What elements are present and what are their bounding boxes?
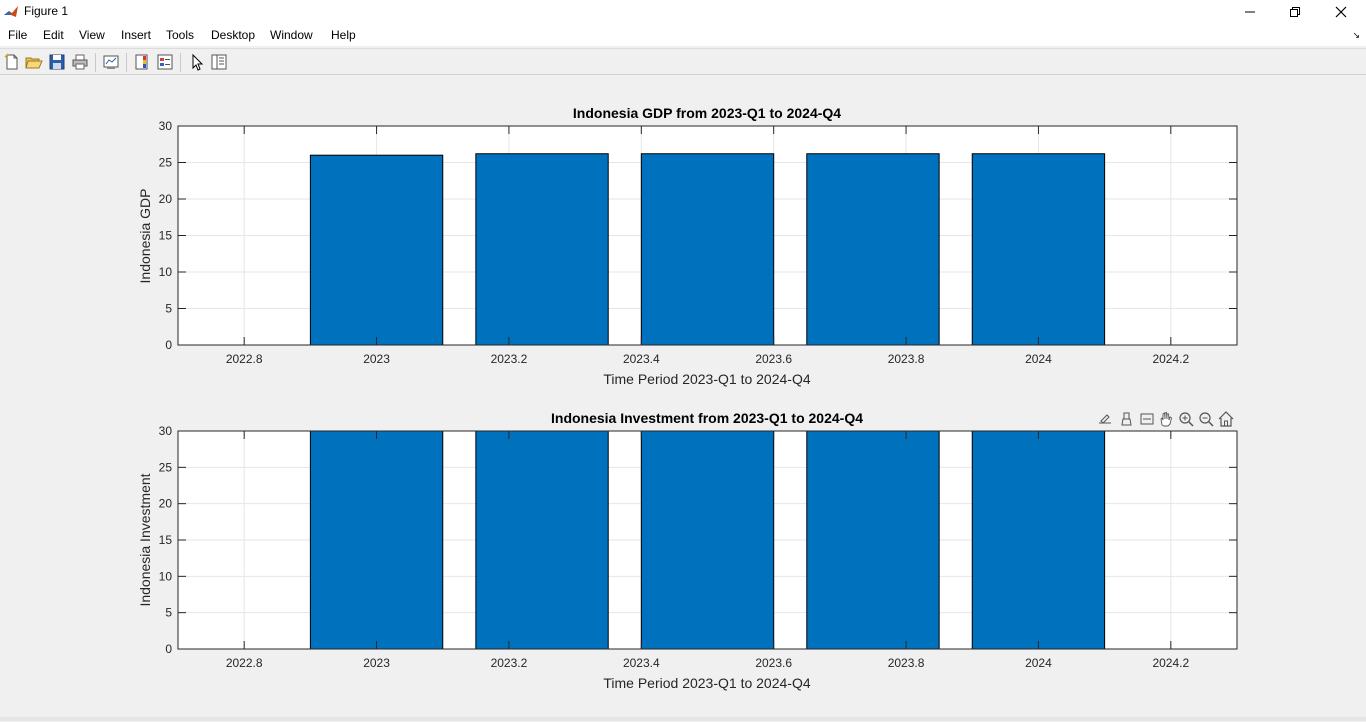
home-icon[interactable] <box>1218 411 1234 427</box>
insert-colorbar-icon[interactable] <box>133 53 151 71</box>
pan-icon[interactable] <box>1160 411 1173 427</box>
zoom-out-icon[interactable] <box>1199 412 1214 427</box>
x-tick-label: 2023 <box>363 352 390 366</box>
minimize-button[interactable] <box>1227 0 1273 24</box>
y-tick-label: 0 <box>165 642 172 656</box>
matlab-logo-icon <box>3 4 19 20</box>
y-tick-label: 5 <box>165 606 172 620</box>
insert-legend-icon[interactable] <box>156 53 174 71</box>
x-tick-label: 2024.2 <box>1152 352 1189 366</box>
save-icon[interactable] <box>48 53 66 71</box>
figure-svg: Indonesia GDP from 2023-Q1 to 2024-Q4 20… <box>137 105 1238 691</box>
x-axis-label-gdp: Time Period 2023-Q1 to 2024-Q4 <box>603 371 810 387</box>
datatip-icon[interactable] <box>1140 413 1154 425</box>
axes-investment[interactable]: Indonesia Investment from 2023-Q1 to 202… <box>137 410 1238 691</box>
menu-view[interactable]: View <box>79 28 105 42</box>
figure-toolbar <box>0 48 1366 75</box>
bars-gdp <box>309 153 1106 346</box>
bar <box>971 153 1106 346</box>
bar <box>806 430 940 650</box>
menu-edit[interactable]: Edit <box>43 28 64 42</box>
restore-button[interactable] <box>1272 0 1318 24</box>
y-tick-label: 25 <box>159 460 173 474</box>
y-tick-label: 15 <box>159 533 173 547</box>
x-tick-label: 2024.2 <box>1152 656 1189 670</box>
y-tick-label: 30 <box>159 424 173 438</box>
axes-toolbar <box>1099 411 1234 427</box>
x-tick-label: 2023.4 <box>623 352 660 366</box>
bar <box>309 154 444 346</box>
restore-icon <box>1290 7 1300 17</box>
toolbar-separator <box>180 53 181 72</box>
minimize-icon <box>1245 11 1255 13</box>
menu-bar: File Edit View Insert Tools Desktop Wind… <box>0 24 1366 46</box>
x-tick-label: 2023.8 <box>888 352 925 366</box>
y-axis-label-gdp: Indonesia GDP <box>137 189 153 284</box>
y-tick-label: 20 <box>159 192 173 206</box>
ticks-investment: 2022.8 2023 2023.2 2023.4 2023.6 2023.8 2024 20… <box>159 424 1237 670</box>
bar <box>309 430 444 650</box>
menu-help[interactable]: Help <box>331 28 356 42</box>
y-tick-label: 5 <box>165 302 172 316</box>
toolbar-separator <box>126 53 127 72</box>
new-figure-icon[interactable] <box>3 53 21 71</box>
menu-file[interactable]: File <box>8 28 28 42</box>
chart-title-investment: Indonesia Investment from 2023-Q1 to 202… <box>551 410 863 426</box>
export-icon[interactable] <box>1099 414 1111 424</box>
bar <box>475 153 609 346</box>
x-tick-label: 2023.8 <box>888 656 925 670</box>
x-tick-label: 2023.6 <box>755 352 792 366</box>
bar <box>475 430 609 650</box>
x-tick-label: 2023 <box>363 656 390 670</box>
bar <box>971 430 1106 650</box>
x-tick-label: 2023.2 <box>491 656 528 670</box>
y-tick-label: 20 <box>159 497 173 511</box>
x-tick-label: 2023.2 <box>491 352 528 366</box>
menu-desktop[interactable]: Desktop <box>211 28 256 42</box>
menu-overflow-arrow-icon[interactable]: ↘ <box>1352 30 1360 40</box>
y-tick-label: 15 <box>159 229 173 243</box>
y-tick-label: 10 <box>159 569 173 583</box>
x-tick-label: 2023.4 <box>623 656 660 670</box>
y-axis-label-investment: Indonesia Investment <box>137 473 153 606</box>
y-tick-label: 25 <box>159 156 173 170</box>
toolbar-separator <box>95 53 96 72</box>
menu-tools[interactable]: Tools <box>166 28 195 42</box>
bars-investment <box>309 430 1106 650</box>
menu-insert[interactable]: Insert <box>121 28 152 42</box>
x-axis-label-investment: Time Period 2023-Q1 to 2024-Q4 <box>603 675 810 691</box>
property-inspector-icon[interactable] <box>210 53 228 71</box>
x-tick-label: 2024 <box>1025 656 1052 670</box>
link-plot-icon[interactable] <box>102 53 120 71</box>
y-tick-label: 10 <box>159 265 173 279</box>
brush-icon[interactable] <box>1121 412 1132 426</box>
open-file-icon[interactable] <box>25 53 43 71</box>
window-title-bar: Figure 1 <box>0 0 1366 24</box>
ticks-gdp: 2022.8 2023 2023.2 2023.4 2023.6 2023.8 2024 20… <box>159 119 1237 366</box>
bar <box>640 430 775 650</box>
y-tick-label: 0 <box>165 338 172 352</box>
close-icon <box>1335 6 1347 18</box>
chart-title-gdp: Indonesia GDP from 2023-Q1 to 2024-Q4 <box>573 105 841 121</box>
x-tick-label: 2022.8 <box>226 656 263 670</box>
menu-window[interactable]: Window <box>270 28 313 42</box>
figure-canvas: Indonesia GDP from 2023-Q1 to 2024-Q4 20… <box>0 76 1366 717</box>
bar <box>640 153 775 346</box>
axes-gdp[interactable]: Indonesia GDP from 2023-Q1 to 2024-Q4 20… <box>137 105 1238 387</box>
close-button[interactable] <box>1318 0 1364 24</box>
x-tick-label: 2022.8 <box>226 352 263 366</box>
edit-plot-icon[interactable] <box>187 53 205 71</box>
window-title: Figure 1 <box>24 4 69 18</box>
x-tick-label: 2023.6 <box>755 656 792 670</box>
zoom-in-icon[interactable] <box>1179 412 1194 427</box>
window-bottom-edge <box>0 717 1366 721</box>
x-tick-label: 2024 <box>1025 352 1052 366</box>
y-tick-label: 30 <box>159 119 173 133</box>
print-icon[interactable] <box>71 53 89 71</box>
bar <box>806 153 940 346</box>
